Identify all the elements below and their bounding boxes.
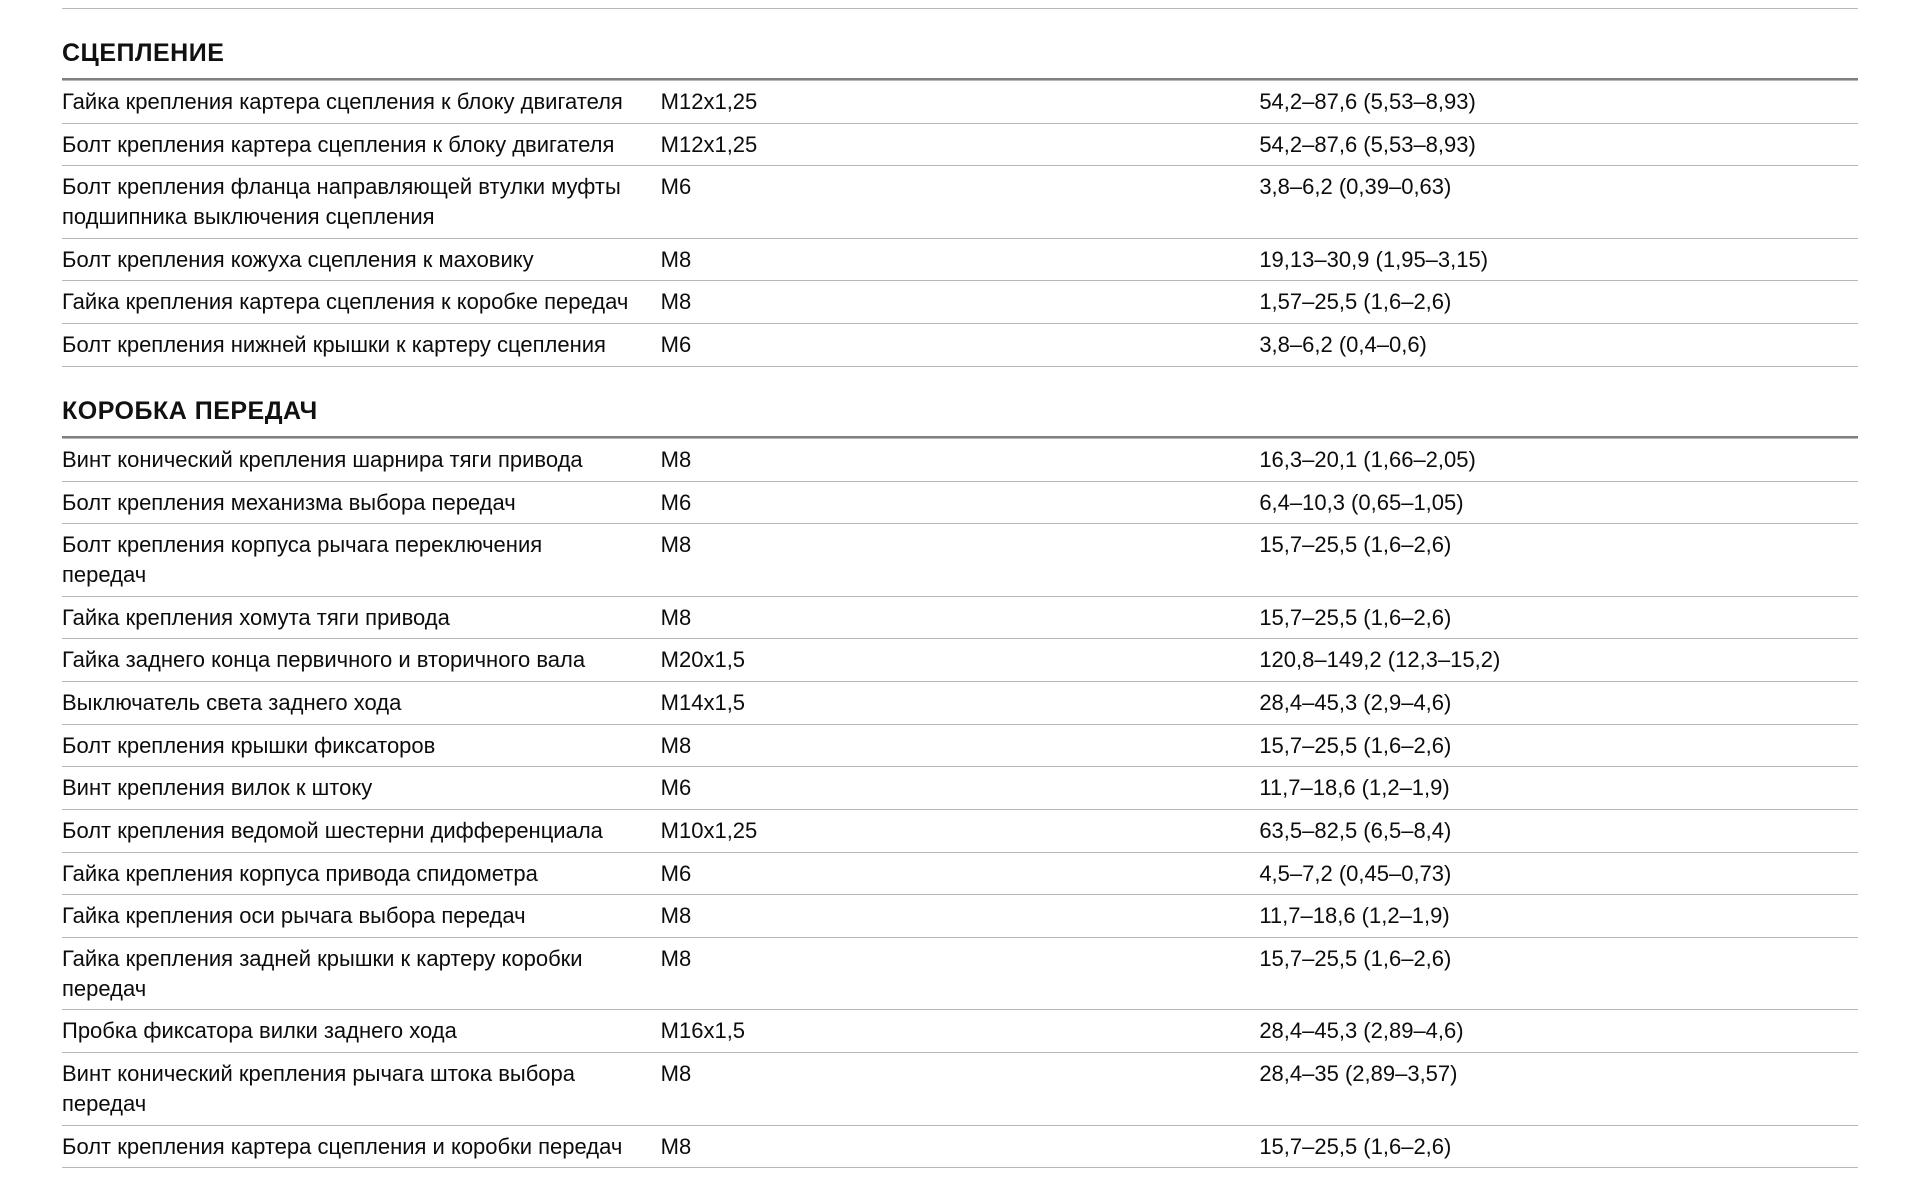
cell-description: Болт крепления картера сцепления к блоку…: [62, 123, 661, 166]
cell-torque: 6,4–10,3 (0,65–1,05): [1259, 481, 1858, 524]
cell-description: Гайка крепления хомута тяги привода: [62, 596, 661, 639]
top-horizontal-rule: [62, 8, 1858, 9]
table-row: Болт крепления крышки фиксаторовМ815,7–2…: [62, 724, 1858, 767]
cell-description: Винт конический крепления шарнира тяги п…: [62, 438, 661, 481]
sections-container: СЦЕПЛЕНИЕ Гайка крепления картера сцеплен…: [62, 39, 1858, 1168]
cell-thread: М14x1,5: [661, 681, 1260, 724]
cell-description: Болт крепления картера сцепления и короб…: [62, 1125, 661, 1168]
table-row: Гайка крепления оси рычага выбора переда…: [62, 895, 1858, 938]
table-row: Болт крепления картера сцепления к блоку…: [62, 123, 1858, 166]
cell-torque: 15,7–25,5 (1,6–2,6): [1259, 524, 1858, 596]
cell-description: Болт крепления механизма выбора передач: [62, 481, 661, 524]
cell-thread: М8: [661, 238, 1260, 281]
cell-thread: М12x1,25: [661, 81, 1260, 124]
cell-thread: М6: [661, 166, 1260, 238]
cell-thread: М6: [661, 852, 1260, 895]
cell-description: Винт конический крепления рычага штока в…: [62, 1053, 661, 1125]
table-row: Выключатель света заднего ходаМ14x1,528,…: [62, 681, 1858, 724]
table-row: Винт крепления вилок к штокуМ611,7–18,6 …: [62, 767, 1858, 810]
table-row: Винт конический крепления шарнира тяги п…: [62, 438, 1858, 481]
cell-torque: 28,4–45,3 (2,9–4,6): [1259, 681, 1858, 724]
table-row: Винт конический крепления рычага штока в…: [62, 1053, 1858, 1125]
cell-torque: 1,57–25,5 (1,6–2,6): [1259, 281, 1858, 324]
cell-thread: М8: [661, 524, 1260, 596]
cell-torque: 3,8–6,2 (0,4–0,6): [1259, 324, 1858, 367]
cell-thread: М8: [661, 895, 1260, 938]
cell-description: Болт крепления ведомой шестерни дифферен…: [62, 810, 661, 853]
table-row: Гайка крепления хомута тяги приводаМ815,…: [62, 596, 1858, 639]
page: СЦЕПЛЕНИЕ Гайка крепления картера сцеплен…: [0, 0, 1920, 1200]
cell-torque: 3,8–6,2 (0,39–0,63): [1259, 166, 1858, 238]
cell-description: Гайка крепления картера сцепления к коро…: [62, 281, 661, 324]
spec-table: Гайка крепления картера сцепления к блок…: [62, 78, 1858, 367]
table-row: Болт крепления кожуха сцепления к махови…: [62, 238, 1858, 281]
cell-description: Гайка крепления картера сцепления к блок…: [62, 81, 661, 124]
cell-torque: 15,7–25,5 (1,6–2,6): [1259, 596, 1858, 639]
table-row: Болт крепления картера сцепления и короб…: [62, 1125, 1858, 1168]
cell-description: Болт крепления нижней крышки к картеру с…: [62, 324, 661, 367]
cell-torque: 63,5–82,5 (6,5–8,4): [1259, 810, 1858, 853]
cell-thread: М8: [661, 724, 1260, 767]
cell-torque: 28,4–45,3 (2,89–4,6): [1259, 1010, 1858, 1053]
cell-description: Болт крепления кожуха сцепления к махови…: [62, 238, 661, 281]
cell-thread: М6: [661, 767, 1260, 810]
cell-thread: М16x1,5: [661, 1010, 1260, 1053]
cell-torque: 4,5–7,2 (0,45–0,73): [1259, 852, 1858, 895]
spec-table: Винт конический крепления шарнира тяги п…: [62, 436, 1858, 1168]
cell-thread: М8: [661, 596, 1260, 639]
table-row: Гайка заднего конца первичного и вторичн…: [62, 639, 1858, 682]
cell-thread: М6: [661, 324, 1260, 367]
cell-description: Гайка крепления оси рычага выбора переда…: [62, 895, 661, 938]
table-row: Гайка крепления задней крышки к картеру …: [62, 938, 1858, 1010]
cell-thread: М6: [661, 481, 1260, 524]
table-row: Болт крепления ведомой шестерни дифферен…: [62, 810, 1858, 853]
cell-description: Болт крепления крышки фиксаторов: [62, 724, 661, 767]
cell-description: Пробка фиксатора вилки заднего хода: [62, 1010, 661, 1053]
cell-description: Болт крепления корпуса рычага переключен…: [62, 524, 661, 596]
table-row: Болт крепления фланца направляющей втулк…: [62, 166, 1858, 238]
section-title: СЦЕПЛЕНИЕ: [62, 39, 1858, 68]
cell-torque: 28,4–35 (2,89–3,57): [1259, 1053, 1858, 1125]
cell-thread: М8: [661, 938, 1260, 1010]
cell-torque: 15,7–25,5 (1,6–2,6): [1259, 938, 1858, 1010]
cell-thread: М20x1,5: [661, 639, 1260, 682]
cell-thread: М12x1,25: [661, 123, 1260, 166]
cell-torque: 11,7–18,6 (1,2–1,9): [1259, 895, 1858, 938]
cell-torque: 120,8–149,2 (12,3–15,2): [1259, 639, 1858, 682]
table-row: Гайка крепления корпуса привода спидомет…: [62, 852, 1858, 895]
cell-description: Выключатель света заднего хода: [62, 681, 661, 724]
cell-description: Гайка крепления корпуса привода спидомет…: [62, 852, 661, 895]
table-row: Болт крепления корпуса рычага переключен…: [62, 524, 1858, 596]
section-title: КОРОБКА ПЕРЕДАЧ: [62, 397, 1858, 426]
cell-torque: 54,2–87,6 (5,53–8,93): [1259, 81, 1858, 124]
cell-description: Гайка крепления задней крышки к картеру …: [62, 938, 661, 1010]
cell-thread: М8: [661, 1125, 1260, 1168]
cell-description: Винт крепления вилок к штоку: [62, 767, 661, 810]
cell-torque: 15,7–25,5 (1,6–2,6): [1259, 1125, 1858, 1168]
cell-description: Гайка заднего конца первичного и вторичн…: [62, 639, 661, 682]
table-row: Болт крепления механизма выбора передачМ…: [62, 481, 1858, 524]
cell-torque: 16,3–20,1 (1,66–2,05): [1259, 438, 1858, 481]
cell-torque: 15,7–25,5 (1,6–2,6): [1259, 724, 1858, 767]
cell-torque: 54,2–87,6 (5,53–8,93): [1259, 123, 1858, 166]
cell-description: Болт крепления фланца направляющей втулк…: [62, 166, 661, 238]
cell-thread: М8: [661, 438, 1260, 481]
cell-thread: М10x1,25: [661, 810, 1260, 853]
table-row: Болт крепления нижней крышки к картеру с…: [62, 324, 1858, 367]
cell-torque: 11,7–18,6 (1,2–1,9): [1259, 767, 1858, 810]
table-row: Гайка крепления картера сцепления к блок…: [62, 81, 1858, 124]
table-row: Пробка фиксатора вилки заднего ходаМ16x1…: [62, 1010, 1858, 1053]
cell-thread: М8: [661, 1053, 1260, 1125]
cell-thread: М8: [661, 281, 1260, 324]
cell-torque: 19,13–30,9 (1,95–3,15): [1259, 238, 1858, 281]
table-row: Гайка крепления картера сцепления к коро…: [62, 281, 1858, 324]
